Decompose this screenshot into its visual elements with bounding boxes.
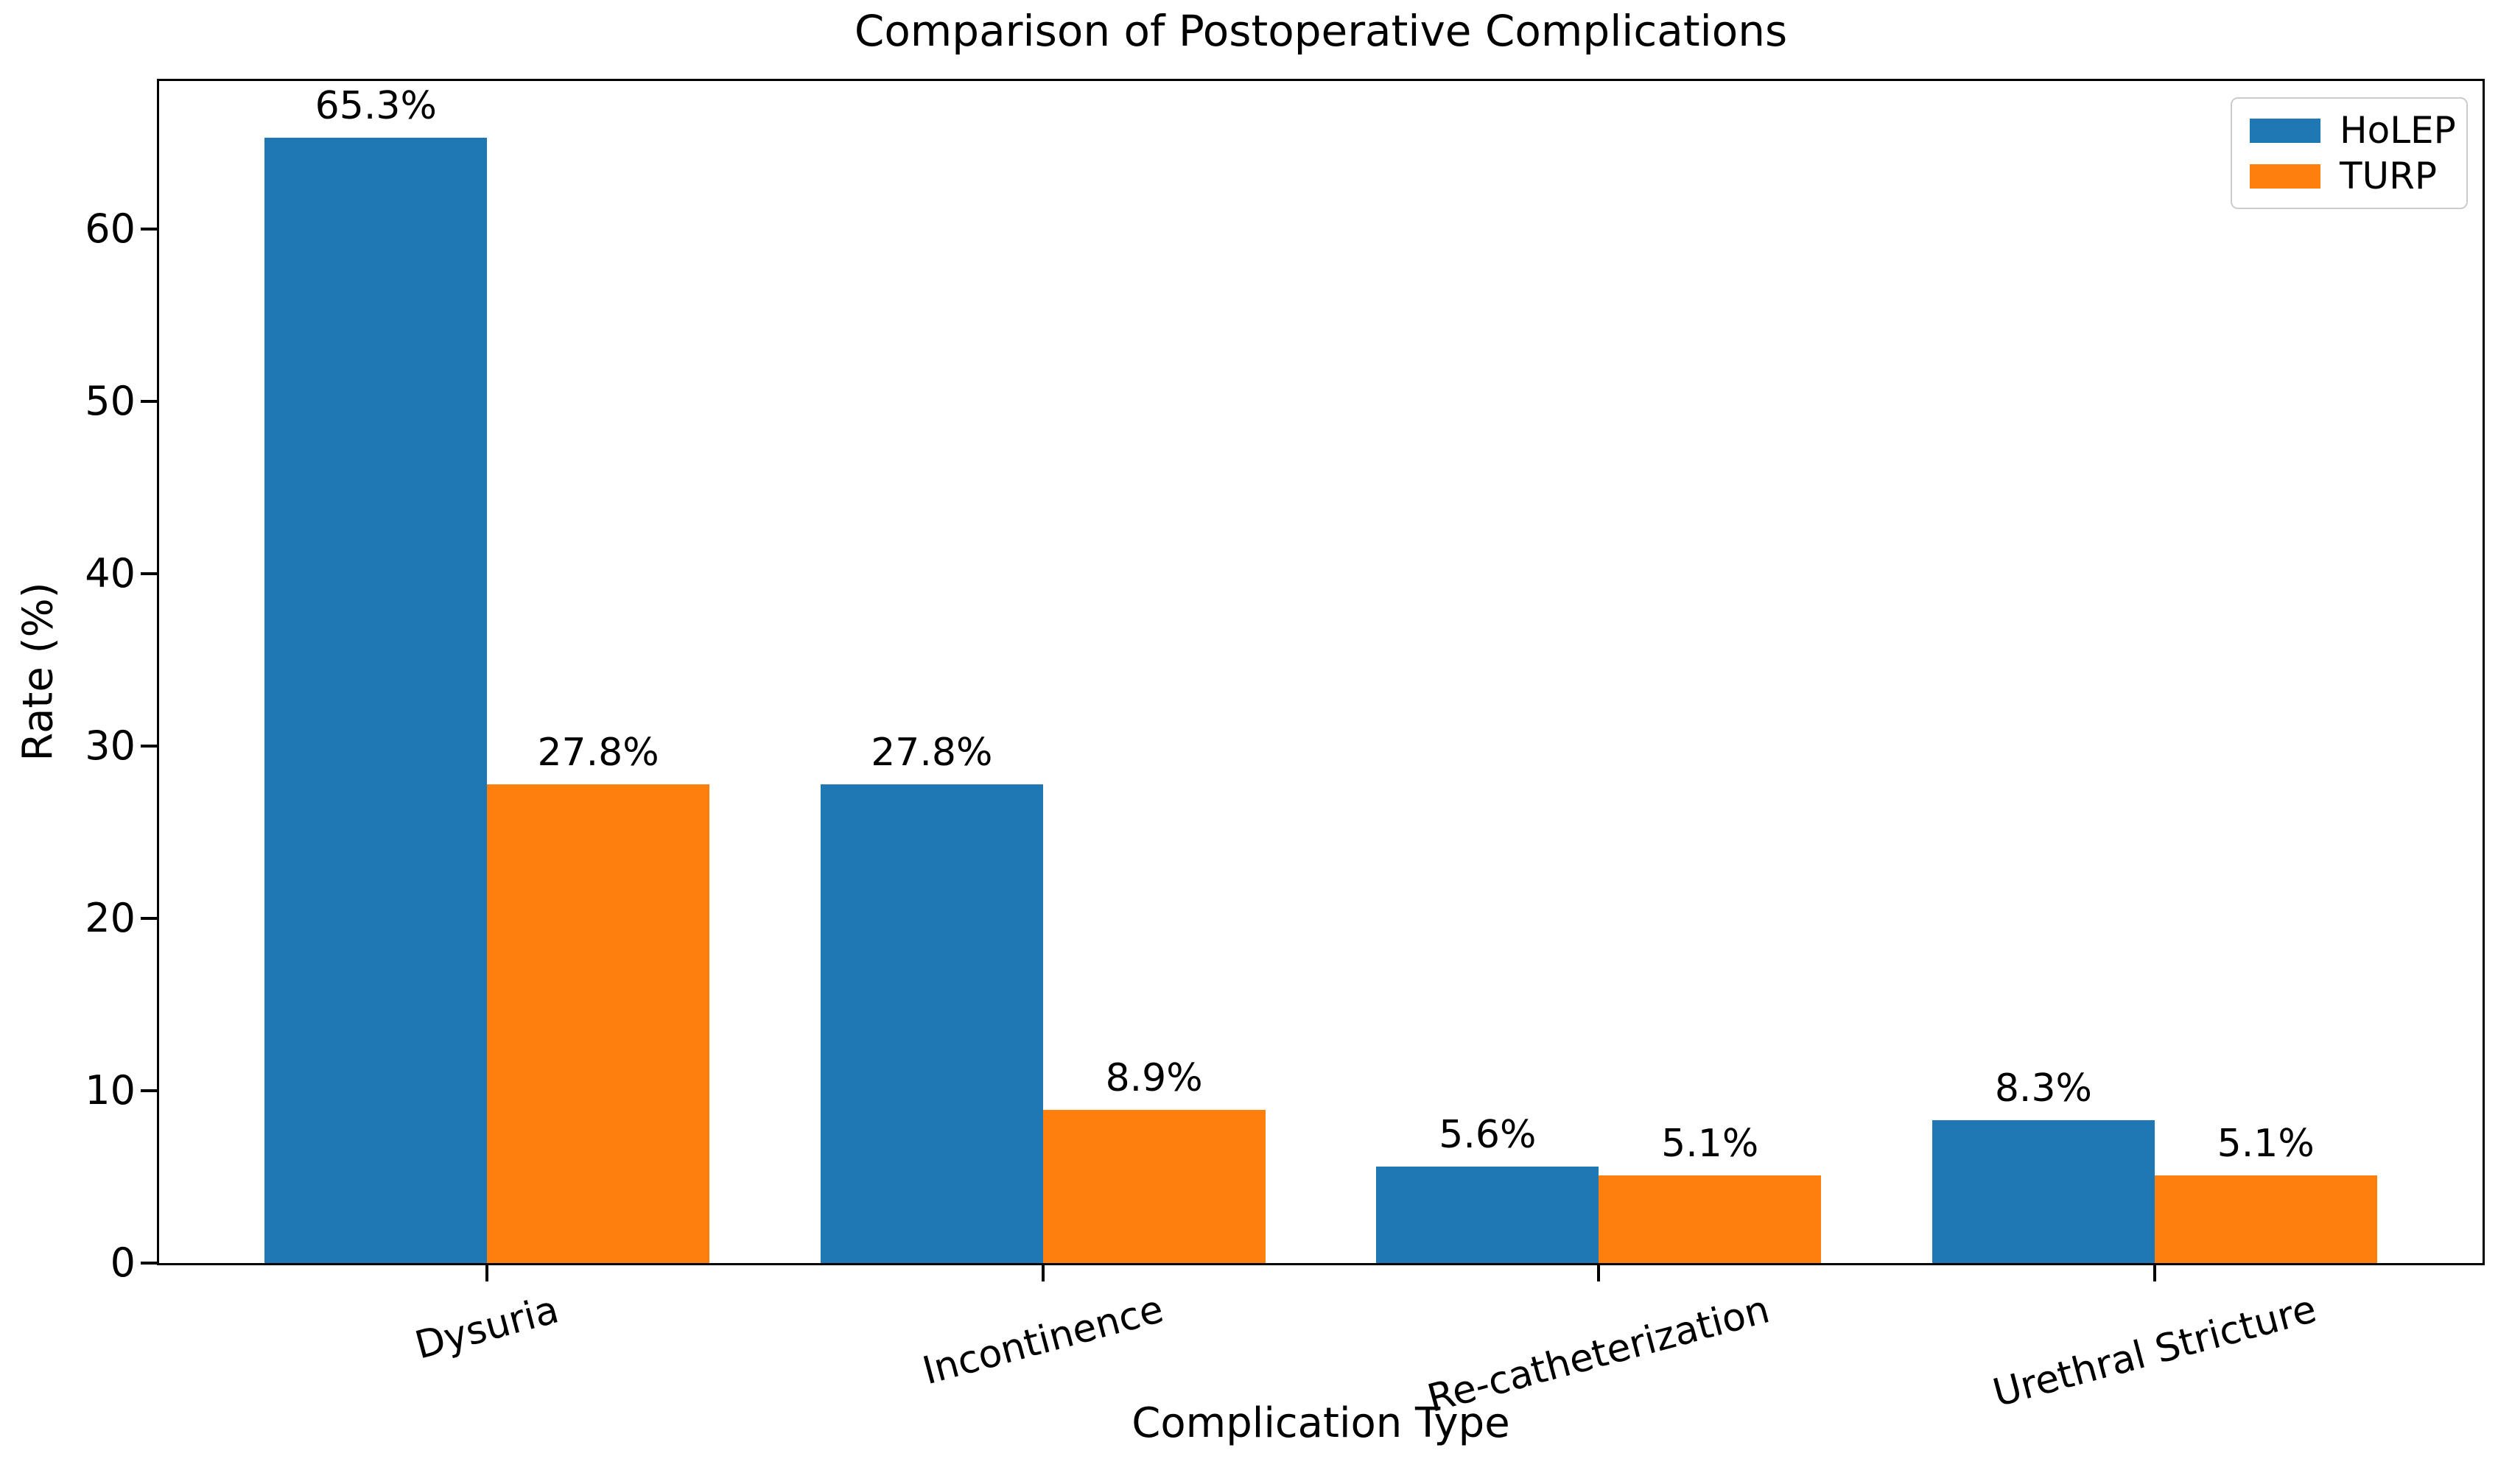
bar-value-label: 5.6% xyxy=(1439,1112,1537,1157)
y-tick-label: 40 xyxy=(85,550,136,597)
x-axis-label: Complication Type xyxy=(1132,1399,1510,1447)
bar-value-label: 5.1% xyxy=(1661,1121,1759,1166)
bar-turp-3 xyxy=(2154,1175,2377,1263)
bar-holep-0 xyxy=(264,138,488,1263)
bar-holep-2 xyxy=(1376,1166,1599,1263)
legend-label: HoLEP xyxy=(2340,109,2456,152)
bar-holep-3 xyxy=(1932,1119,2155,1263)
bar-turp-2 xyxy=(1599,1175,1822,1263)
x-tick-label: Urethral Stricture xyxy=(1988,1287,2321,1416)
y-tick-mark xyxy=(141,1262,157,1265)
y-tick-label: 10 xyxy=(85,1067,136,1114)
y-tick-mark xyxy=(141,1089,157,1093)
x-tick-mark xyxy=(1041,1265,1045,1281)
bar-value-label: 8.3% xyxy=(1994,1066,2092,1111)
y-axis-label: Rate (%) xyxy=(14,582,63,762)
bar-turp-1 xyxy=(1042,1109,1266,1263)
bar-value-label: 27.8% xyxy=(871,730,993,775)
y-tick-label: 30 xyxy=(85,722,136,770)
bar-value-label: 27.8% xyxy=(537,730,659,775)
x-tick-label: Incontinence xyxy=(918,1287,1168,1394)
legend-swatch-icon xyxy=(2250,163,2320,189)
y-tick-label: 0 xyxy=(110,1239,136,1286)
bar-value-label: 65.3% xyxy=(315,84,437,129)
legend: HoLEP TURP xyxy=(2231,97,2468,209)
y-tick-label: 50 xyxy=(85,378,136,425)
y-tick-mark xyxy=(141,745,157,748)
bar-value-label: 5.1% xyxy=(2217,1121,2315,1166)
legend-row-holep: HoLEP xyxy=(2232,108,2466,153)
y-tick-mark xyxy=(141,917,157,921)
x-tick-mark xyxy=(1597,1265,1601,1281)
x-tick-label: Dysuria xyxy=(410,1287,564,1368)
bar-holep-1 xyxy=(820,784,1043,1263)
y-tick-label: 60 xyxy=(85,205,136,253)
y-tick-mark xyxy=(141,228,157,231)
legend-swatch-icon xyxy=(2250,118,2320,143)
y-tick-mark xyxy=(141,572,157,576)
y-tick-mark xyxy=(141,400,157,404)
legend-row-turp: TURP xyxy=(2232,153,2466,199)
legend-label: TURP xyxy=(2340,155,2438,197)
x-tick-label: Re-catheterization xyxy=(1422,1287,1775,1421)
chart-title: Comparison of Postoperative Complication… xyxy=(854,6,1788,56)
bar-value-label: 8.9% xyxy=(1105,1055,1203,1100)
y-tick-label: 20 xyxy=(85,895,136,942)
bar-turp-0 xyxy=(487,784,709,1263)
x-tick-mark xyxy=(2153,1265,2156,1281)
x-tick-mark xyxy=(485,1265,489,1281)
